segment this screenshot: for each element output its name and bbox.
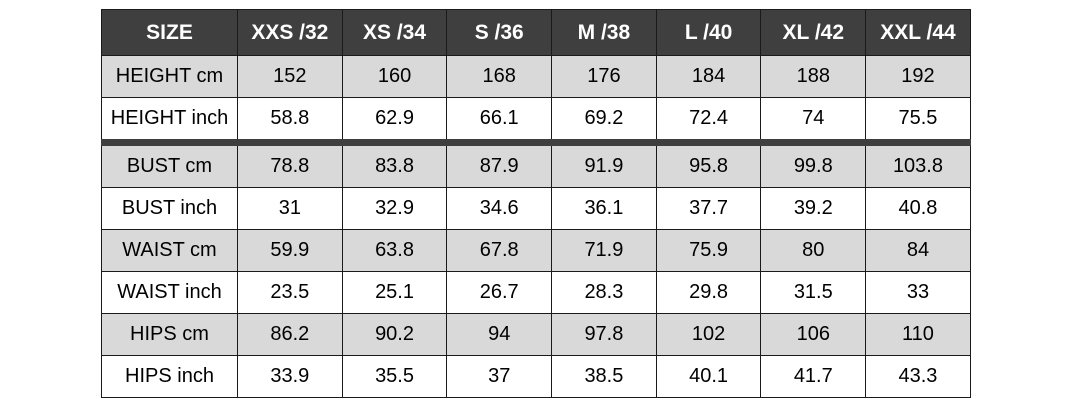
table-cell: 41.7 xyxy=(760,355,867,398)
table-cell: 40.8 xyxy=(865,187,971,230)
table-cell: 176 xyxy=(551,55,657,98)
table-row-height-cm: HEIGHT cm 152 160 168 176 184 188 192 xyxy=(101,55,971,98)
table-cell: 66.1 xyxy=(446,97,553,146)
table-cell: 72.4 xyxy=(655,97,762,146)
table-cell: 62.9 xyxy=(341,97,448,146)
table-row-waist-cm: WAIST cm 59.9 63.8 67.8 71.9 75.9 80 84 xyxy=(101,229,971,272)
row-label: HEIGHT inch xyxy=(101,97,238,146)
table-cell: 188 xyxy=(760,55,867,98)
table-cell: 84 xyxy=(865,229,971,272)
table-cell: 28.3 xyxy=(551,271,657,314)
table-cell: 25.1 xyxy=(341,271,448,314)
table-cell: 103.8 xyxy=(865,142,971,188)
table-cell: 33 xyxy=(865,271,971,314)
table-cell: 31 xyxy=(237,187,343,230)
table-cell: 59.9 xyxy=(237,229,343,272)
table-cell: 102 xyxy=(655,313,762,356)
table-cell: 33.9 xyxy=(237,355,343,398)
table-cell: 83.8 xyxy=(341,142,448,188)
table-cell: 99.8 xyxy=(760,142,867,188)
table-cell: 31.5 xyxy=(760,271,867,314)
row-label: HIPS cm xyxy=(101,313,238,356)
table-cell: 160 xyxy=(341,55,448,98)
row-label: BUST cm xyxy=(101,142,238,188)
table-cell: 168 xyxy=(446,55,553,98)
header-cell-m: M /38 xyxy=(551,9,657,56)
table-cell: 29.8 xyxy=(655,271,762,314)
table-cell: 40.1 xyxy=(655,355,762,398)
row-label: HIPS inch xyxy=(101,355,238,398)
table-cell: 32.9 xyxy=(341,187,448,230)
table-cell: 152 xyxy=(237,55,343,98)
table-cell: 71.9 xyxy=(551,229,657,272)
header-cell-xs: XS /34 xyxy=(341,9,448,56)
header-cell-s: S /36 xyxy=(446,9,553,56)
row-label: BUST inch xyxy=(101,187,238,230)
table-row-bust-inch: BUST inch 31 32.9 34.6 36.1 37.7 39.2 40… xyxy=(101,187,971,230)
table-cell: 90.2 xyxy=(341,313,448,356)
header-cell-xxs: XXS /32 xyxy=(237,9,343,56)
row-label: WAIST cm xyxy=(101,229,238,272)
table-cell: 110 xyxy=(865,313,971,356)
table-cell: 80 xyxy=(760,229,867,272)
table-row-height-inch: HEIGHT inch 58.8 62.9 66.1 69.2 72.4 74 … xyxy=(101,97,971,146)
table-cell: 38.5 xyxy=(551,355,657,398)
header-cell-xxl: XXL /44 xyxy=(865,9,971,56)
table-cell: 69.2 xyxy=(551,97,657,146)
table-cell: 86.2 xyxy=(237,313,343,356)
row-label: WAIST inch xyxy=(101,271,238,314)
table-cell: 74 xyxy=(760,97,867,146)
table-cell: 95.8 xyxy=(655,142,762,188)
table-cell: 23.5 xyxy=(237,271,343,314)
table-cell: 192 xyxy=(865,55,971,98)
table-row-hips-inch: HIPS inch 33.9 35.5 37 38.5 40.1 41.7 43… xyxy=(101,355,971,398)
table-cell: 75.9 xyxy=(655,229,762,272)
table-cell: 39.2 xyxy=(760,187,867,230)
header-cell-size: SIZE xyxy=(101,9,238,56)
header-row: SIZE XXS /32 XS /34 S /36 M /38 L /40 XL… xyxy=(101,9,971,56)
header-cell-l: L /40 xyxy=(655,9,762,56)
table-cell: 106 xyxy=(760,313,867,356)
table-cell: 94 xyxy=(446,313,553,356)
header-cell-xl: XL /42 xyxy=(760,9,867,56)
table-cell: 67.8 xyxy=(446,229,553,272)
size-chart-table: SIZE XXS /32 XS /34 S /36 M /38 L /40 XL… xyxy=(101,9,971,398)
table-cell: 75.5 xyxy=(865,97,971,146)
table-cell: 37 xyxy=(446,355,553,398)
table-cell: 37.7 xyxy=(655,187,762,230)
table-cell: 58.8 xyxy=(237,97,343,146)
table-cell: 43.3 xyxy=(865,355,971,398)
table-cell: 34.6 xyxy=(446,187,553,230)
table-row-bust-cm: BUST cm 78.8 83.8 87.9 91.9 95.8 99.8 10… xyxy=(101,142,971,188)
table-cell: 91.9 xyxy=(551,142,657,188)
row-label: HEIGHT cm xyxy=(101,55,238,98)
table-cell: 36.1 xyxy=(551,187,657,230)
table-cell: 184 xyxy=(655,55,762,98)
table-cell: 35.5 xyxy=(341,355,448,398)
table-cell: 97.8 xyxy=(551,313,657,356)
table-cell: 87.9 xyxy=(446,142,553,188)
table-cell: 78.8 xyxy=(237,142,343,188)
table-row-waist-inch: WAIST inch 23.5 25.1 26.7 28.3 29.8 31.5… xyxy=(101,271,971,314)
table-cell: 26.7 xyxy=(446,271,553,314)
table-row-hips-cm: HIPS cm 86.2 90.2 94 97.8 102 106 110 xyxy=(101,313,971,356)
table-cell: 63.8 xyxy=(341,229,448,272)
